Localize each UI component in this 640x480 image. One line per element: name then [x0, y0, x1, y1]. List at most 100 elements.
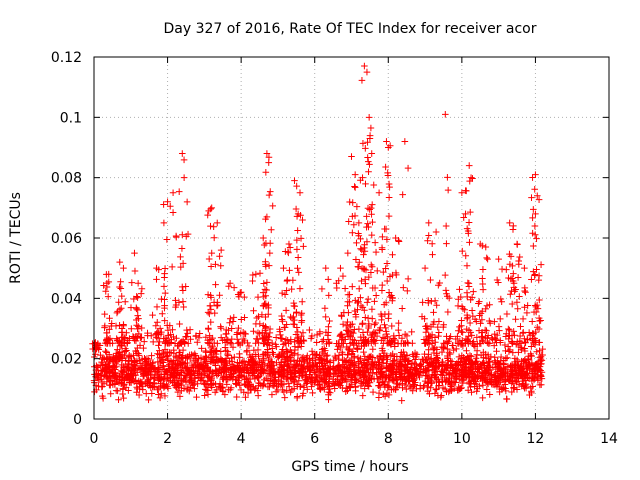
data-point-marker — [351, 184, 359, 191]
data-point-marker — [197, 377, 205, 384]
data-point-marker — [95, 370, 102, 378]
data-point-marker — [479, 280, 487, 288]
data-point-marker — [444, 308, 452, 316]
data-point-marker — [349, 229, 356, 237]
data-point-marker — [225, 283, 233, 290]
data-point-marker — [325, 292, 333, 299]
data-point-marker — [196, 330, 204, 337]
data-point-marker — [228, 325, 235, 332]
data-point-marker — [402, 355, 409, 363]
data-point-marker — [281, 394, 289, 401]
data-point-marker — [318, 346, 326, 353]
data-point-marker — [286, 267, 293, 274]
data-point-marker — [107, 390, 114, 398]
data-point-marker — [483, 254, 490, 262]
data-point-marker — [98, 355, 106, 363]
data-point-marker — [207, 205, 214, 213]
data-point-marker — [531, 185, 539, 193]
data-point-marker — [155, 351, 163, 358]
data-point-marker — [524, 364, 531, 372]
data-point-marker — [398, 397, 406, 404]
data-point-marker — [257, 370, 265, 377]
data-point-marker — [292, 362, 300, 369]
data-point-marker — [246, 381, 253, 388]
data-point-marker — [296, 369, 304, 377]
data-point-marker — [369, 369, 376, 377]
data-point-marker — [318, 374, 325, 382]
data-point-marker — [385, 194, 393, 201]
data-point-marker — [383, 373, 391, 381]
data-point-marker — [404, 275, 412, 283]
data-point-marker — [125, 387, 132, 394]
data-point-marker — [528, 343, 535, 350]
data-point-marker — [367, 352, 375, 360]
data-point-marker — [331, 370, 339, 377]
data-point-marker — [114, 346, 121, 353]
data-point-marker — [221, 391, 229, 398]
data-point-marker — [355, 285, 363, 293]
data-point-marker — [307, 376, 315, 384]
data-point-marker — [352, 383, 359, 390]
data-point-marker — [466, 208, 474, 216]
data-point-marker — [445, 388, 453, 396]
data-point-marker — [365, 114, 373, 121]
data-point-marker — [197, 360, 205, 368]
data-point-marker — [430, 309, 437, 316]
data-point-marker — [263, 349, 271, 356]
data-point-marker — [227, 374, 235, 381]
data-point-marker — [507, 290, 514, 298]
data-point-marker — [133, 305, 140, 313]
data-point-marker — [504, 343, 512, 350]
data-point-marker — [155, 391, 162, 398]
data-point-marker — [108, 320, 116, 327]
data-point-marker — [182, 283, 189, 290]
data-point-marker — [283, 277, 291, 285]
data-point-marker — [502, 375, 510, 383]
x-tick-label: 0 — [90, 431, 99, 447]
data-point-marker — [421, 264, 429, 272]
data-point-marker — [375, 382, 383, 389]
data-point-marker — [383, 389, 391, 397]
data-point-marker — [299, 392, 306, 400]
data-point-marker — [283, 387, 291, 394]
data-point-marker — [383, 260, 391, 267]
data-point-marker — [179, 287, 187, 294]
data-point-marker — [477, 352, 485, 359]
data-point-marker — [149, 311, 156, 319]
data-point-marker — [309, 351, 317, 358]
data-point-marker — [183, 326, 191, 334]
data-point-marker — [224, 352, 232, 359]
data-point-marker — [456, 286, 463, 293]
data-point-marker — [285, 240, 293, 248]
data-point-marker — [365, 168, 372, 176]
data-point-marker — [322, 352, 330, 360]
x-tick-label: 10 — [453, 431, 471, 447]
data-point-marker — [535, 276, 543, 284]
data-point-marker — [228, 358, 236, 365]
data-point-marker — [351, 353, 358, 360]
data-point-marker — [374, 375, 381, 382]
data-point-marker — [120, 264, 127, 272]
data-point-marker — [349, 373, 356, 381]
data-point-marker — [335, 355, 342, 363]
data-point-marker — [120, 394, 127, 402]
data-point-marker — [321, 304, 329, 312]
data-point-marker — [326, 358, 334, 366]
data-point-marker — [150, 380, 158, 388]
data-point-marker — [531, 222, 539, 230]
data-point-marker — [116, 372, 123, 380]
data-point-marker — [398, 305, 406, 312]
data-point-marker — [307, 335, 315, 342]
data-point-marker — [157, 354, 164, 362]
data-point-marker — [208, 204, 216, 212]
data-point-marker — [183, 386, 191, 394]
data-point-marker — [317, 386, 324, 393]
data-point-marker — [220, 358, 228, 366]
data-point-marker — [287, 375, 295, 383]
data-point-marker — [359, 392, 367, 399]
data-point-marker — [256, 357, 263, 365]
data-point-marker — [261, 360, 269, 368]
data-point-marker — [289, 276, 297, 284]
data-point-marker — [386, 183, 393, 191]
data-point-marker — [263, 279, 271, 286]
